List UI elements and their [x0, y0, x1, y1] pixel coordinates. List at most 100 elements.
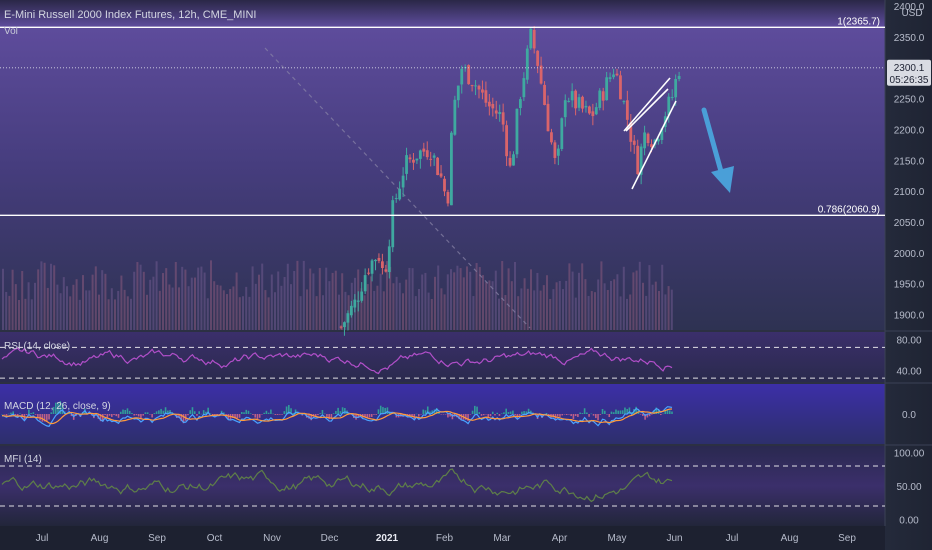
macd-histogram-bar — [328, 414, 330, 420]
candle-body — [532, 29, 536, 49]
candle-body — [418, 150, 422, 159]
macd-histogram-bar — [106, 414, 109, 419]
macd-histogram-bar — [590, 413, 593, 415]
rising-wedge-lower[interactable] — [631, 100, 677, 190]
volume-bar — [462, 277, 465, 330]
macd-histogram-bar — [247, 410, 250, 414]
candle-body — [460, 68, 464, 85]
volume-bar — [2, 268, 4, 330]
mfi-pane: 100.00 50.00 0.00 MFI (14) — [0, 449, 925, 526]
candle-body — [508, 157, 512, 166]
price-tick-label: 2200.0 — [894, 126, 925, 137]
volume-bar — [43, 262, 46, 330]
rsi-line — [1, 347, 673, 375]
macd-histogram-bar — [200, 413, 203, 415]
volume-bar — [392, 283, 395, 330]
macd-histogram-bar — [368, 414, 371, 418]
macd-histogram-bar — [249, 413, 252, 414]
macd-title[interactable]: MACD (12, 26, close, 9) — [4, 401, 111, 412]
macd-signal-line — [1, 408, 673, 425]
macd-histogram-bar — [131, 412, 133, 414]
volume-bar — [168, 284, 171, 330]
volume-bar — [376, 285, 379, 330]
macd-histogram-bar — [54, 402, 57, 414]
time-tick-label: May — [608, 533, 627, 544]
macd-histogram-bar — [151, 414, 153, 418]
volume-bar — [619, 296, 622, 330]
volume-bar — [120, 275, 123, 330]
down-arrow-icon[interactable] — [701, 107, 734, 193]
macd-histogram-bar — [435, 408, 438, 414]
macd-histogram-bar — [498, 414, 501, 416]
macd-histogram-bar — [525, 411, 528, 414]
macd-histogram-bar — [579, 412, 581, 414]
macd-histogram-bar — [187, 414, 189, 416]
volume-bar — [56, 284, 59, 330]
volume-bar — [187, 286, 190, 330]
macd-histogram-bar — [344, 408, 346, 414]
candle-body — [429, 158, 433, 160]
price-tick-label: 2050.0 — [894, 218, 925, 229]
volume-bar — [149, 279, 152, 330]
volume-bar — [235, 272, 238, 330]
candle-body — [643, 132, 646, 149]
macd-histogram-bar — [7, 413, 10, 415]
volume-bar — [318, 268, 321, 330]
time-tick-label: Aug — [91, 533, 109, 544]
macd-histogram-bar — [586, 412, 588, 414]
volume-bar — [430, 299, 433, 330]
macd-histogram-bar — [178, 414, 180, 419]
macd-histogram-bar — [619, 410, 622, 414]
volume-bar — [501, 261, 504, 330]
rsi-title[interactable]: RSI (14, close) — [4, 341, 70, 352]
fib-levels[interactable]: 1(2365.7) 0.786(2060.9) — [0, 16, 885, 217]
candle-body — [660, 128, 664, 140]
macd-histogram-bar — [646, 414, 649, 418]
macd-histogram-bar — [556, 414, 559, 417]
candle-body — [505, 125, 508, 157]
macd-histogram-bar — [449, 414, 451, 417]
macd-histogram-bar — [460, 414, 463, 421]
volume-bar — [574, 297, 577, 330]
candle-body — [539, 65, 543, 84]
macd-histogram-bar — [603, 410, 606, 414]
trend-dashed-line[interactable] — [264, 47, 531, 329]
volume-bar — [366, 284, 369, 330]
time-axis-background[interactable] — [0, 526, 885, 550]
macd-histogram-bar — [99, 414, 102, 422]
candle-body — [543, 84, 546, 106]
time-tick-label: 2021 — [376, 533, 399, 544]
macd-histogram-bar — [568, 414, 570, 415]
rising-wedge-upper[interactable] — [625, 88, 669, 132]
macd-histogram-bar — [218, 414, 221, 415]
volume-bar — [283, 276, 286, 330]
volume-bar — [542, 285, 545, 330]
macd-histogram-bar — [581, 413, 584, 414]
macd-histogram-bar — [377, 409, 380, 414]
volume-bar — [334, 270, 337, 330]
price-axis-background[interactable] — [885, 0, 932, 550]
macd-histogram-bar — [648, 414, 651, 417]
volume-bar — [267, 297, 270, 330]
candle-body — [398, 188, 402, 200]
rising-wedge-upper[interactable] — [623, 77, 671, 132]
macd-histogram-bar — [424, 410, 427, 414]
candle-body — [560, 118, 564, 149]
macd-histogram-bar — [155, 411, 158, 414]
candle-body — [474, 85, 477, 87]
volume-bar — [453, 272, 456, 330]
macd-histogram-bar — [595, 414, 597, 419]
mfi-title[interactable]: MFI (14) — [4, 454, 42, 465]
volume-bar — [251, 266, 254, 330]
macd-histogram-bar — [167, 410, 169, 414]
macd-histogram-bar — [14, 414, 17, 416]
candle-body — [456, 85, 460, 101]
symbol-title[interactable]: E-Mini Russell 2000 Index Futures, 12h, … — [4, 9, 257, 21]
volume-bar — [485, 282, 488, 330]
macd-histogram-bar — [115, 414, 118, 417]
volume-label[interactable]: Vol — [4, 26, 18, 37]
macd-histogram-bar — [487, 414, 490, 419]
volume-bar — [456, 265, 459, 330]
price-tick-label: 2150.0 — [894, 156, 925, 167]
